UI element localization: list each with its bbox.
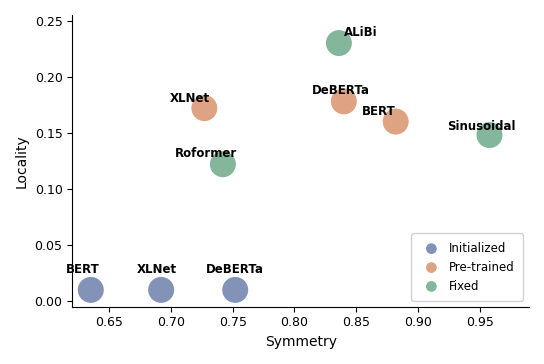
Y-axis label: Locality: Locality bbox=[15, 134, 29, 188]
Point bbox=[86, 287, 95, 293]
Point bbox=[485, 132, 494, 138]
Point bbox=[231, 287, 239, 293]
Point bbox=[391, 119, 400, 124]
Point bbox=[335, 40, 343, 46]
Point bbox=[339, 99, 348, 104]
Point bbox=[200, 105, 209, 111]
Text: XLNet: XLNet bbox=[137, 264, 177, 276]
Text: Sinusoidal: Sinusoidal bbox=[448, 120, 516, 133]
Text: DeBERTa: DeBERTa bbox=[312, 84, 370, 97]
Text: DeBERTa: DeBERTa bbox=[206, 264, 264, 276]
Point bbox=[157, 287, 165, 293]
Text: ALiBi: ALiBi bbox=[344, 25, 378, 39]
Point bbox=[219, 161, 227, 167]
Text: BERT: BERT bbox=[362, 105, 396, 118]
Text: Roformer: Roformer bbox=[175, 147, 237, 160]
Text: BERT: BERT bbox=[66, 264, 100, 276]
X-axis label: Symmetry: Symmetry bbox=[264, 335, 337, 349]
Legend: Initialized, Pre-trained, Fixed: Initialized, Pre-trained, Fixed bbox=[411, 233, 523, 301]
Text: XLNet: XLNet bbox=[170, 92, 210, 105]
